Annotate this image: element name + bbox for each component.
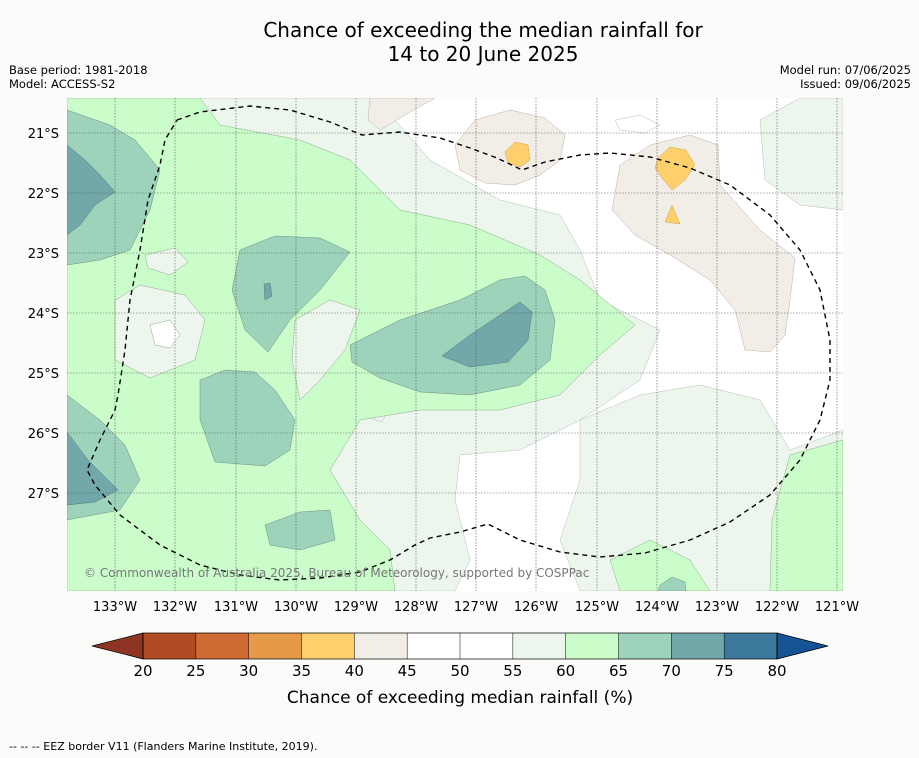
region-70-75-center [441,301,533,368]
lon-label-127w: 127°W [454,600,498,615]
colorbar-label: Chance of exceeding median rainfall (%) [287,688,633,708]
colorbar-tick-label: 35 [292,662,311,680]
colorbar-over-triangle [776,632,829,660]
region-35-40-b [654,146,696,191]
run-info-left: Base period: 1981-2018 Model: ACCESS-S2 [9,63,148,91]
lon-label-126w: 126°W [514,600,558,615]
region-55-60-hole-d [291,299,361,401]
region-70-75-dot [263,282,273,301]
lon-label-131w: 131°W [214,600,258,615]
region-40-45-east [611,134,796,353]
lat-label-22s: 22°S [28,187,59,202]
region-60-65-east [769,439,843,591]
colorbar-cell [143,633,197,659]
colorbar-tick-label: 45 [398,662,417,680]
map-figure: © Commonwealth of Australia 2025, Bureau… [28,98,859,708]
colorbar-cell [354,633,408,659]
colorbar-cell [460,633,514,659]
model-run-date: Model run: 07/06/2025 [779,63,911,77]
base-period: Base period: 1981-2018 [9,63,148,77]
region-65-70-center-west [231,235,351,353]
colorbar-tick-label: 50 [450,662,469,680]
lon-label-133w: 133°W [93,600,137,615]
colorbar-cell [565,633,619,659]
lon-label-124w: 124°W [635,600,679,615]
colorbar-cell [195,633,249,659]
lon-label-125w: 125°W [575,600,619,615]
run-info-right: Model run: 07/06/2025 Issued: 09/06/2025 [780,63,911,91]
colorbar: 20 25 30 35 40 45 50 55 60 65 70 75 80 Chance of exc… [91,632,829,708]
colorbar-cell [724,633,778,659]
lon-label-121w: 121°W [815,600,859,615]
colorbar-under-triangle [91,632,144,660]
lat-label-25s: 25°S [28,367,59,382]
region-70-75-west [67,144,116,236]
lat-label-27s: 27°S [28,487,59,502]
model-name: Model: ACCESS-S2 [9,77,116,91]
region-35-40-c [664,204,681,225]
lon-label-123w: 123°W [695,600,739,615]
colorbar-cell [407,633,461,659]
map-title: Chance of exceeding the median rainfall … [0,18,919,66]
region-65-70-center [349,275,556,396]
region-65-70-southsouth [657,576,687,591]
lat-label-21s: 21°S [28,127,59,142]
region-70-75-southwest [67,431,119,506]
colorbar-cell [671,633,725,659]
faint-contour-a [614,114,661,134]
lon-label-129w: 129°W [334,600,378,615]
issued-date: Issued: 09/06/2025 [800,77,911,91]
colorbar-tick-label: 70 [662,662,681,680]
colorbar-cell [301,633,355,659]
eez-legend: -- -- -- EEZ border V11 (Flanders Marine… [9,740,318,753]
lon-label-132w: 132°W [153,600,197,615]
colorbar-tick-label: 30 [239,662,258,680]
colorbar-cell [248,633,302,659]
region-60-65-south [609,539,711,591]
lon-label-128w: 128°W [394,600,438,615]
region-40-45-north-strip [367,98,436,131]
eez-border [86,105,831,581]
latitude-labels: 21°S 22°S 23°S 24°S 25°S 26°S 27°S [28,127,59,502]
lat-label-23s: 23°S [28,247,59,262]
title-line-1: Chance of exceeding the median rainfall … [263,18,703,42]
colorbar-tick-label: 40 [345,662,364,680]
title-line-2: 14 to 20 June 2025 [387,42,579,66]
colorbar-cell [512,633,566,659]
colorbar-tick-label: 20 [133,662,152,680]
colorbar-tick-label: 60 [556,662,575,680]
colorbar-cell [618,633,672,659]
longitude-labels: 133°W 132°W 131°W 130°W 129°W 128°W 127°… [93,600,859,615]
colorbar-ticks: 20 25 30 35 40 45 50 55 60 65 70 75 80 [133,633,787,680]
colorbar-cells [143,633,778,659]
region-65-70-blob-south [199,369,296,467]
lat-label-26s: 26°S [28,427,59,442]
colorbar-tick-label: 80 [767,662,786,680]
region-55-60-northeast [759,98,843,211]
grid-lines [67,98,843,591]
lon-label-122w: 122°W [755,600,799,615]
colorbar-tick-label: 55 [503,662,522,680]
lat-label-24s: 24°S [28,307,59,322]
region-65-70-small [264,509,336,551]
colorbar-tick-label: 25 [186,662,205,680]
colorbar-tick-label: 75 [715,662,734,680]
copyright-notice: © Commonwealth of Australia 2025, Bureau… [84,566,589,580]
probability-map: © Commonwealth of Australia 2025, Bureau… [67,98,843,591]
region-55-60-hole-c [144,247,189,276]
faint-contour-b [369,415,386,423]
region-65-70-west [67,109,161,266]
colorbar-tick-label: 65 [609,662,628,680]
lon-label-130w: 130°W [274,600,318,615]
